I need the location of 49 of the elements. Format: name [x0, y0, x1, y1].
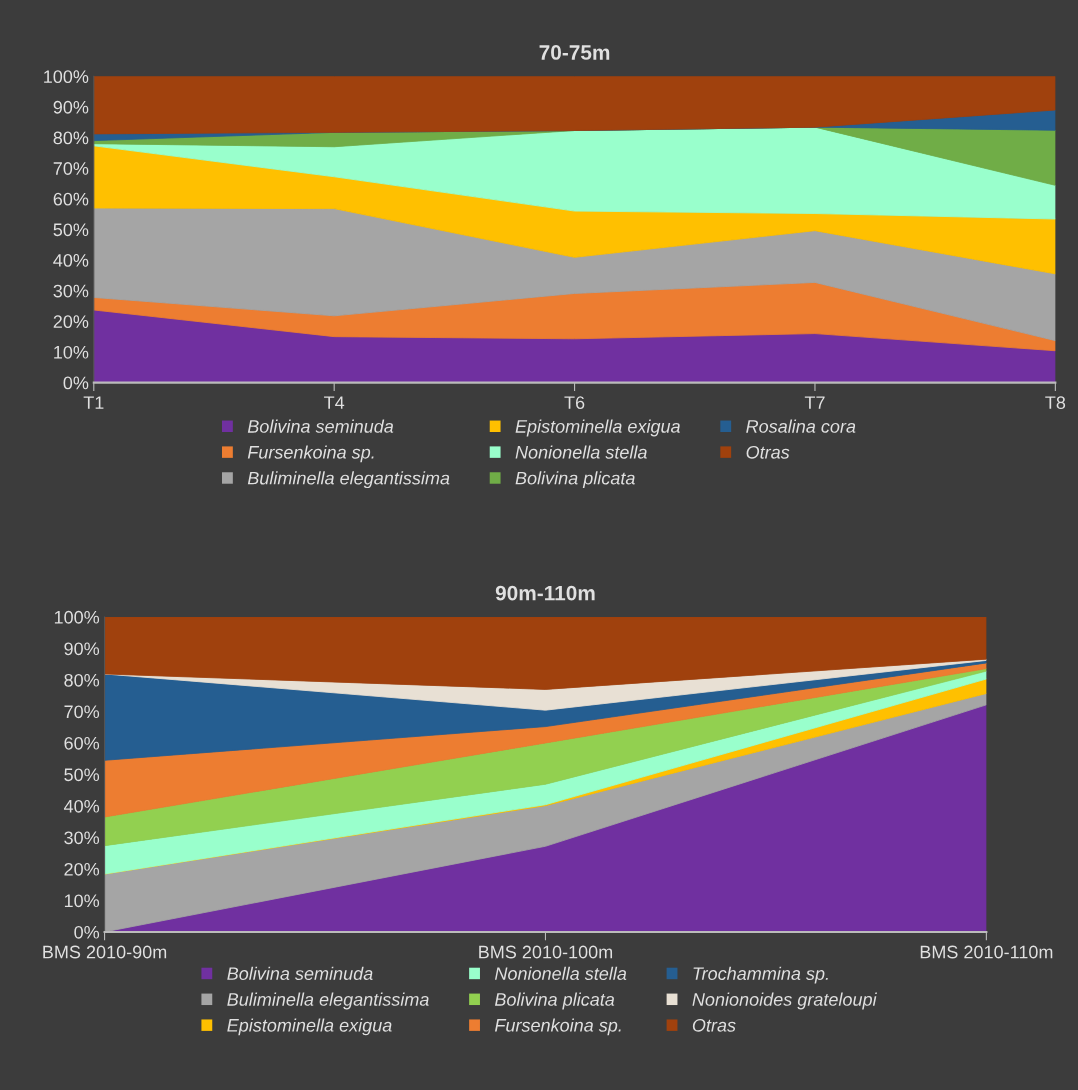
legend-label: Fursenkoina sp.: [494, 1018, 621, 1036]
y-tick-label: 10%: [54, 345, 89, 359]
legend-label: Buliminella elegantissima: [247, 471, 450, 489]
y-tick-label: 20%: [64, 862, 100, 876]
legend-label: Epistominella exigua: [515, 419, 680, 437]
legend-label: Nonionoides grateloupi: [692, 992, 877, 1010]
x-tick-label: BMS 2010-110m: [920, 945, 1053, 959]
legend-label: Nonionella stella: [515, 445, 647, 459]
y-tick-label: 40%: [53, 254, 89, 267]
y-tick-label: 80%: [53, 131, 89, 145]
y-tick-label: 0%: [74, 925, 100, 939]
y-tick-label: 10%: [64, 894, 100, 908]
legend-label: Bolivina seminuda: [227, 966, 373, 980]
legend-label: Bolivina plicata: [494, 992, 615, 1010]
x-tick-label: T6: [564, 396, 585, 410]
y-tick-label: 80%: [64, 673, 100, 687]
legend-label: Fursenkoina sp.: [247, 445, 374, 463]
y-tick-label: 50%: [53, 223, 89, 237]
y-tick-label: 90%: [53, 100, 89, 114]
y-tick-label: 60%: [53, 192, 89, 206]
legend-label: Trochammina sp.: [693, 966, 828, 984]
x-tick-label: T8: [1045, 396, 1066, 410]
legend-label: Bolivina plicata: [515, 471, 635, 489]
y-tick-label: 0%: [63, 376, 89, 390]
x-tick-label: BMS 2010-100m: [479, 945, 613, 959]
y-tick-label: 70%: [64, 705, 100, 719]
x-tick-label: T7: [804, 396, 825, 409]
legend-label: Otras: [746, 445, 790, 459]
y-tick-label: 70%: [53, 162, 89, 175]
x-tick-label: BMS 2010-90m: [43, 945, 167, 959]
legend-label: Epistominella exigua: [227, 1018, 392, 1036]
x-tick-label: T4: [324, 396, 345, 409]
y-tick-label: 100%: [54, 610, 100, 624]
y-tick-label: 40%: [63, 799, 100, 813]
y-tick-label: 60%: [64, 736, 100, 750]
y-tick-label: 20%: [53, 315, 89, 329]
y-tick-label: 50%: [64, 768, 100, 782]
y-tick-label: 30%: [53, 284, 89, 298]
y-tick-label: 30%: [64, 831, 100, 845]
y-tick-label: 90%: [64, 642, 100, 656]
legend-label: Bolivina seminuda: [247, 419, 394, 433]
legend-label: Buliminella elegantissima: [227, 992, 429, 1010]
chart-title: 90m-110m: [495, 585, 595, 601]
x-tick-label: T1: [83, 396, 104, 409]
legend-label: Otras: [692, 1018, 736, 1032]
y-tick-label: 100%: [44, 70, 89, 84]
legend-label: Nonionella stella: [494, 966, 627, 980]
legend-label: Rosalina cora: [746, 419, 856, 433]
chart-title: 70-75m: [539, 45, 610, 60]
